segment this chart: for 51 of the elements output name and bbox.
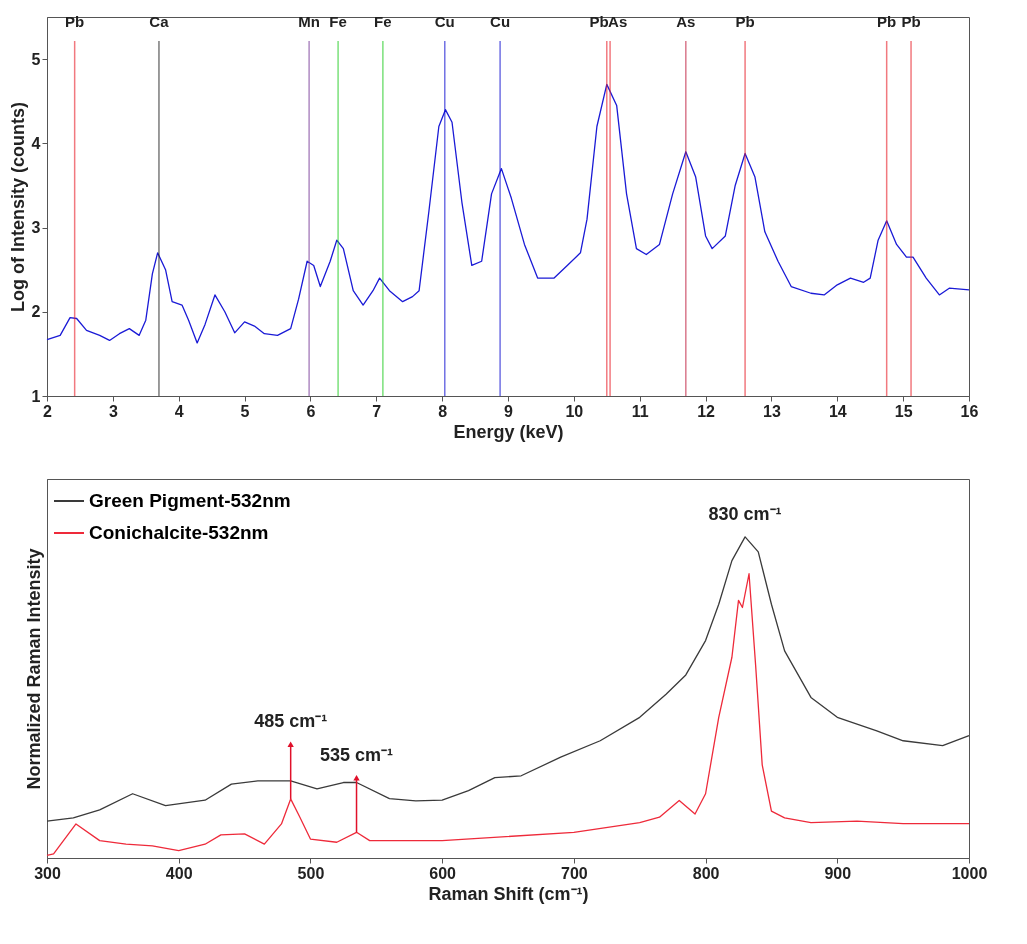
ref-line-label: Mn — [298, 13, 320, 30]
x-tick-label: 5 — [240, 402, 250, 420]
x-tick-label: 8 — [438, 402, 448, 420]
x-tick-label: 900 — [824, 864, 852, 882]
ref-line-label: Fe — [329, 13, 347, 30]
ref-line-label: Cu — [490, 13, 511, 30]
ref-line-label: Pb — [735, 13, 755, 30]
x-tick-label: 11 — [631, 402, 649, 420]
x-tick-label: 16 — [960, 402, 979, 420]
x-tick-label: 700 — [561, 864, 588, 882]
y-tick-label: 2 — [31, 303, 41, 321]
annotation: 485 cm⁻¹ — [254, 711, 328, 732]
ref-line-label: As — [676, 13, 696, 30]
ref-line-label: As — [608, 13, 628, 30]
legend-label: Green Pigment-532nm — [89, 490, 291, 511]
x-tick-label: 400 — [165, 864, 193, 882]
x-tick-label: 800 — [692, 864, 720, 882]
x-tick-label: 3 — [108, 402, 118, 420]
y-tick-label: 1 — [31, 387, 41, 405]
y-tick-label: 3 — [31, 219, 41, 237]
legend-label: Conichalcite-532nm — [89, 522, 269, 543]
ref-line-label: Pb — [65, 13, 85, 30]
x-tick-label: 12 — [697, 402, 716, 420]
x-tick-label: 9 — [504, 402, 514, 420]
ref-line-label: Cu — [434, 13, 455, 30]
x-tick-label: 500 — [297, 864, 325, 882]
ref-line-label: Ca — [149, 13, 170, 30]
ref-line-label: Pb — [901, 13, 921, 30]
x-tick-label: 600 — [429, 864, 457, 882]
ref-line-label: Pb — [589, 13, 609, 30]
annotation: 830 cm⁻¹ — [708, 503, 782, 524]
x-tick-label: 7 — [372, 402, 382, 420]
x-tick-label: 4 — [174, 402, 184, 420]
x-axis-title: Energy (keV) — [453, 421, 564, 442]
x-axis-title: Raman Shift (cm⁻¹) — [428, 883, 589, 904]
x-tick-label: 6 — [306, 402, 316, 420]
y-axis-title: Normalized Raman Intensity — [23, 548, 44, 790]
line-series — [46, 83, 970, 344]
x-tick-label: 15 — [894, 402, 913, 420]
x-tick-label: 2 — [43, 402, 53, 420]
ref-line-label: Fe — [374, 13, 392, 30]
x-tick-label: 13 — [763, 402, 781, 420]
y-tick-label: 5 — [31, 50, 41, 68]
x-tick-label: 1000 — [951, 864, 988, 882]
annotation: 535 cm⁻¹ — [320, 744, 394, 765]
y-axis-title: Log of Intensity (counts) — [7, 102, 28, 312]
x-tick-label: 300 — [34, 864, 61, 882]
ref-line-label: Pb — [877, 13, 897, 30]
y-tick-label: 4 — [31, 134, 41, 152]
x-tick-label: 14 — [828, 402, 847, 420]
x-tick-label: 10 — [565, 402, 584, 420]
